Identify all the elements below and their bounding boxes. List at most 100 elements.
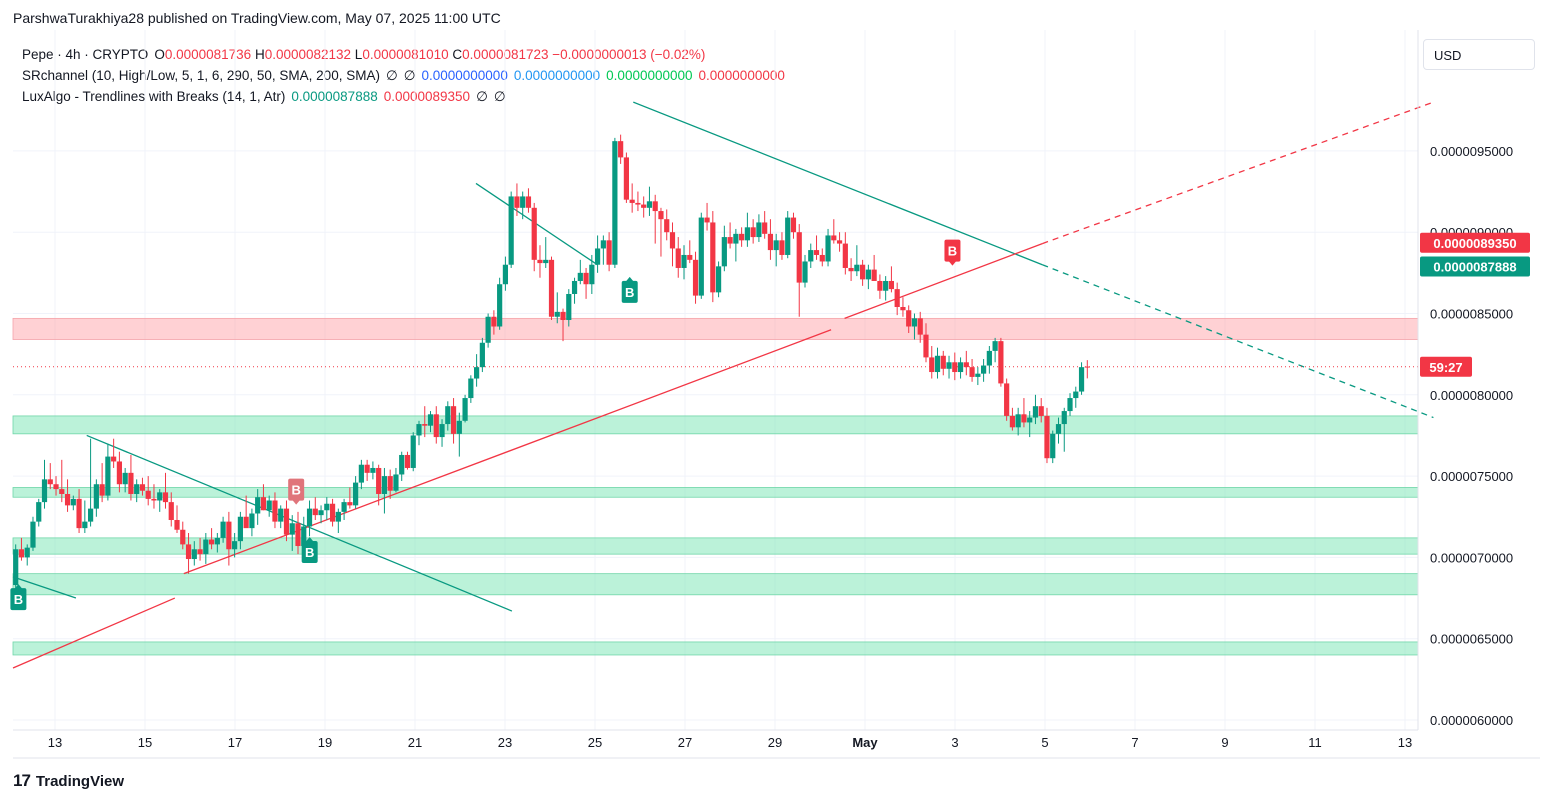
candle	[963, 350, 969, 376]
candle	[232, 533, 238, 558]
candle-body	[82, 521, 88, 529]
candle	[883, 276, 889, 301]
candle	[946, 355, 952, 379]
candle-body	[704, 217, 710, 223]
candle-body	[767, 233, 774, 251]
candle-body	[416, 424, 422, 436]
candle-body	[1004, 383, 1010, 416]
trendlines	[12, 101, 1434, 669]
candle	[658, 207, 664, 257]
candle-body	[162, 492, 169, 503]
candle-body	[203, 539, 209, 555]
candle-body	[715, 266, 722, 293]
legend-srchannel-row[interactable]: SRchannel (10, High/Low, 5, 1, 6, 290, 5…	[22, 65, 785, 86]
candle	[756, 214, 762, 242]
symbol-label[interactable]: Pepe · 4h · CRYPTO	[22, 47, 149, 62]
support-zone	[12, 641, 1419, 656]
candle-body	[491, 316, 497, 327]
candle	[462, 394, 468, 423]
candle	[911, 313, 918, 340]
candle-body	[681, 254, 687, 268]
candle	[831, 219, 837, 244]
break-marker: B	[10, 584, 27, 611]
candle	[571, 277, 578, 304]
grid-layer	[13, 30, 1418, 730]
y-tick-label: 0.0000075000	[1430, 469, 1513, 484]
candle	[439, 419, 445, 447]
candle	[508, 191, 514, 268]
candle-body	[664, 219, 670, 233]
candle-body	[278, 508, 284, 522]
candle	[531, 202, 537, 272]
candle-body	[687, 254, 693, 260]
candle	[929, 346, 935, 379]
candle	[1073, 386, 1079, 408]
candle	[992, 337, 998, 363]
candle	[93, 479, 99, 517]
candle	[468, 375, 474, 403]
open-value: 0.0000081736	[164, 47, 252, 62]
candle	[957, 357, 964, 379]
candle	[36, 498, 42, 527]
price-label-text: 0.0000087888	[1433, 260, 1516, 275]
candle-body	[739, 233, 745, 241]
candle	[255, 489, 261, 525]
candle	[906, 305, 912, 334]
x-tick-label: 13	[48, 735, 62, 750]
candle-body	[692, 259, 699, 296]
candle	[934, 347, 941, 379]
candle	[502, 256, 509, 291]
candle-body	[99, 484, 105, 496]
red-trendline	[12, 597, 176, 669]
candle-body	[433, 414, 439, 438]
candle-body	[554, 311, 560, 317]
candle	[940, 350, 946, 376]
candle	[1004, 378, 1010, 421]
tradingview-footer[interactable]: 17 TradingView	[13, 771, 124, 791]
candle	[767, 219, 774, 260]
candle	[871, 254, 877, 281]
candle-body	[957, 362, 964, 373]
candle	[1061, 407, 1067, 452]
candle	[1032, 394, 1039, 425]
currency-button[interactable]: USD	[1423, 39, 1535, 70]
candle	[289, 515, 295, 551]
price-label-text: 59:27	[1429, 360, 1462, 375]
candle	[116, 451, 123, 493]
candle-body	[260, 497, 267, 511]
candle	[635, 191, 641, 212]
candle	[13, 544, 19, 590]
candle-body	[445, 406, 451, 425]
candle	[836, 232, 843, 252]
candle-body	[646, 201, 653, 208]
candle-body	[87, 508, 94, 522]
candle-body	[134, 484, 140, 494]
candle-body	[917, 318, 923, 335]
candle	[594, 235, 601, 273]
srchannel-empty-2: ∅	[403, 68, 416, 83]
candle	[427, 411, 434, 433]
y-tick-label: 0.0000065000	[1430, 632, 1513, 647]
candle	[618, 134, 624, 164]
candle-body	[594, 248, 601, 265]
candle	[715, 261, 722, 298]
candle-body	[116, 461, 123, 485]
marker-label: B	[305, 545, 314, 560]
candle	[1067, 393, 1073, 416]
candle	[139, 477, 146, 496]
srchannel-name[interactable]: SRchannel (10, High/Low, 5, 1, 6, 290, 5…	[22, 68, 380, 83]
candle-body	[583, 272, 589, 285]
candle-body	[422, 424, 428, 426]
candle-body	[226, 521, 232, 550]
candle	[479, 337, 485, 373]
candle-body	[952, 362, 958, 373]
y-tick-label: 0.0000095000	[1430, 144, 1513, 159]
legend-luxalgo-row[interactable]: LuxAlgo - Trendlines with Breaks (14, 1,…	[22, 86, 785, 107]
candle	[24, 544, 30, 566]
candle	[410, 432, 416, 472]
candle	[283, 500, 290, 542]
luxalgo-name[interactable]: LuxAlgo - Trendlines with Breaks (14, 1,…	[22, 89, 286, 104]
support-zone	[12, 573, 1419, 596]
candle-body	[381, 476, 388, 494]
